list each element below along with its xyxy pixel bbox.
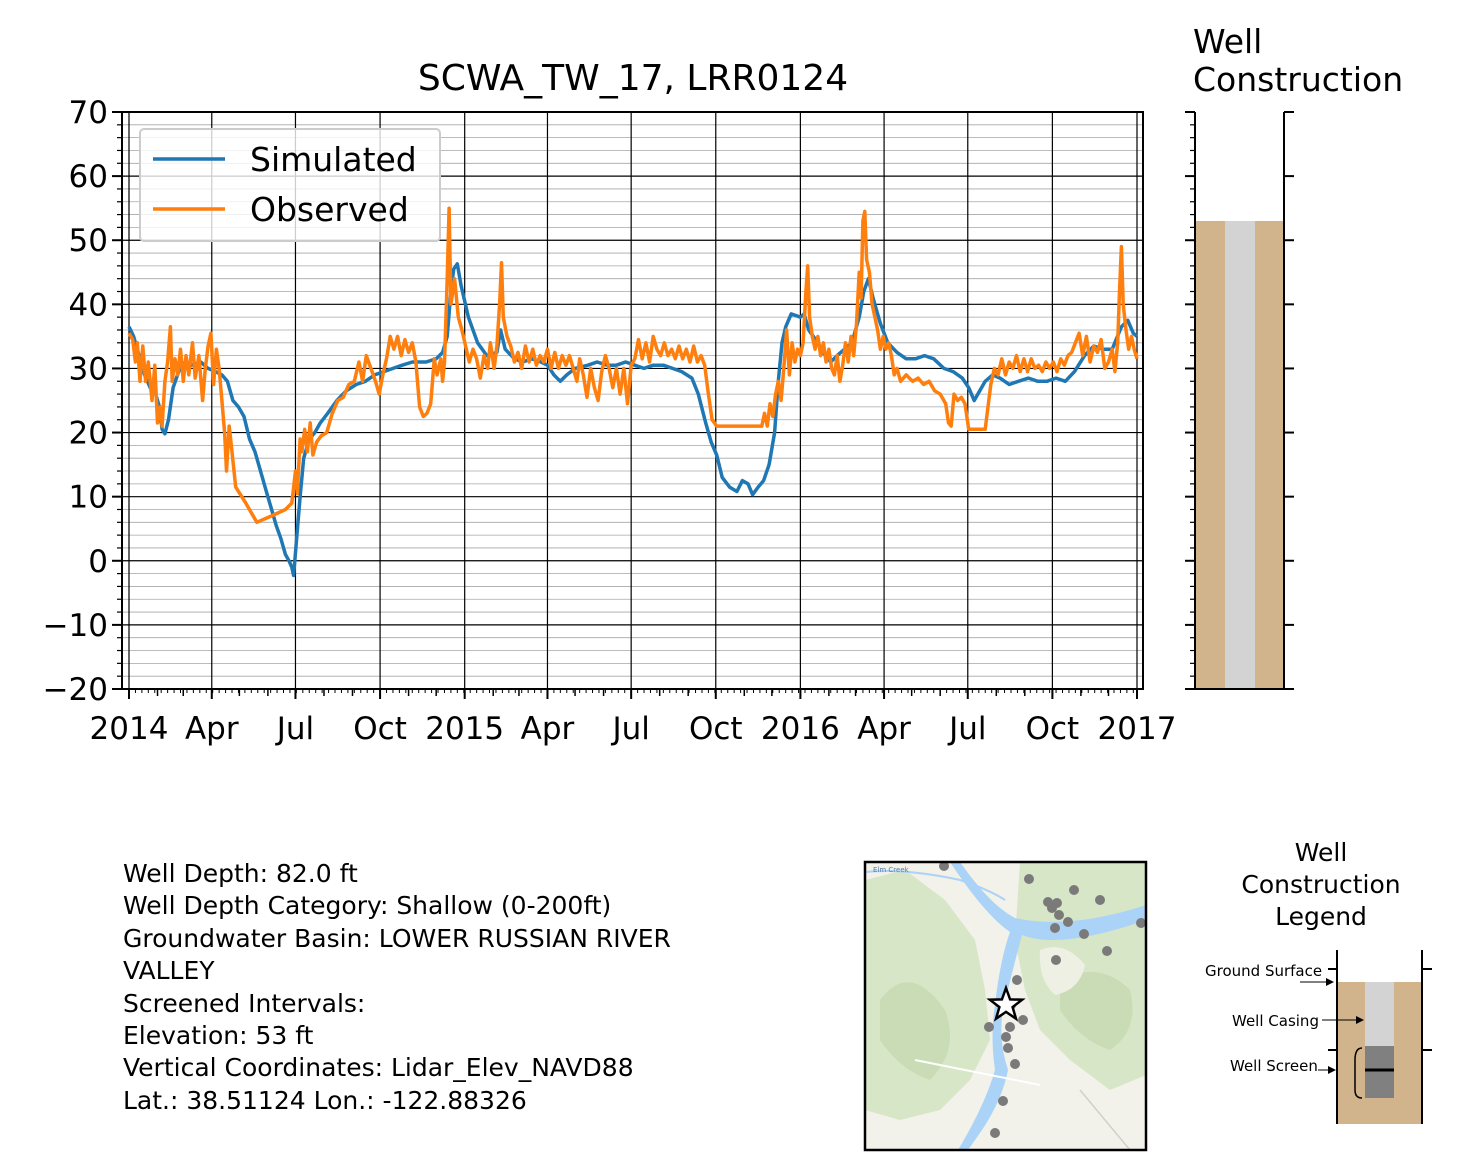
map-site-dot: [1024, 874, 1034, 884]
map-site-dot: [1079, 929, 1089, 939]
map-river: [950, 862, 1146, 1150]
legend-panel-title-line2: Construction: [1241, 870, 1400, 899]
x-tick-label: 2016: [761, 711, 840, 747]
x-tick-label: 2015: [425, 711, 504, 747]
y-tick-label: 40: [69, 287, 108, 323]
info-well-depth: Well Depth: 82.0 ft: [123, 859, 358, 888]
legend-arrowhead: [1326, 978, 1334, 986]
legend-arrowhead: [1328, 1066, 1336, 1074]
info-basin: Groundwater Basin: LOWER RUSSIAN RIVER: [123, 923, 671, 953]
info-basin-continued: VALLEY: [123, 956, 215, 986]
map-site-dot: [1012, 975, 1022, 985]
legend-screen: [1365, 1046, 1394, 1098]
map-site-dot: [1069, 885, 1079, 895]
map-road: [1079, 1089, 1131, 1150]
well-construction-legend: Well Construction Legend Ground Surface …: [1205, 838, 1432, 1124]
x-tick-label: 2017: [1098, 711, 1177, 747]
map-site-dot: [1102, 946, 1112, 956]
x-tick-label: Oct: [689, 711, 743, 747]
legend-label-ground-surface: Ground Surface: [1205, 962, 1322, 980]
x-tick-label: Jul: [947, 711, 986, 747]
x-tick-label: Apr: [521, 711, 575, 747]
map-site-dot: [1003, 1043, 1013, 1053]
well-location-star: [986, 984, 1026, 1022]
y-tick-label: 0: [88, 544, 108, 580]
y-tick-label: 50: [69, 223, 108, 259]
map-creek-label: Elm Creek: [873, 866, 910, 874]
map-site-dot: [984, 1022, 994, 1032]
legend-panel-title-line1: Well: [1295, 838, 1348, 867]
map-site-dot: [1095, 895, 1105, 905]
y-tick-label: −10: [43, 608, 108, 644]
info-latlon: Lat.: 38.51124 Lon.: -122.88326: [123, 1085, 527, 1115]
well-panel-title-line2: Construction: [1193, 60, 1403, 99]
y-tick-label: 60: [69, 159, 108, 195]
chart-axes: −20 −10 0 10 20 30 40 50 60 70 2014 Apr Jul Oct 2015 Ap…: [43, 95, 1177, 747]
well-casing-column: [1225, 220, 1255, 689]
well-panel-axes: [1185, 111, 1294, 690]
legend-label-well-screen: Well Screen: [1230, 1057, 1318, 1075]
series-layer: [127, 206, 1139, 578]
info-depth-category: Well Depth Category: Shallow (0-200ft): [123, 891, 612, 921]
plot-frame: [121, 111, 1144, 690]
chart-legend: Simulated Observed: [139, 128, 441, 242]
legend-label-simulated: Simulated: [250, 140, 417, 179]
location-map: Elm Creek: [863, 860, 1148, 1152]
well-construction-panel: Well Construction: [1185, 22, 1403, 690]
map-site-dot: [1005, 1022, 1015, 1032]
map-site-dot: [939, 862, 949, 871]
map-forest-west-ridge: [880, 982, 950, 1080]
legend-label-well-casing: Well Casing: [1232, 1012, 1319, 1030]
legend-panel-title-line3: Legend: [1275, 902, 1367, 931]
y-tick-label: −20: [43, 672, 108, 708]
legend-label-observed: Observed: [250, 190, 409, 229]
map-site-dot: [1051, 955, 1061, 965]
x-tick-label: Oct: [1026, 711, 1080, 747]
x-tick-label: Apr: [185, 711, 239, 747]
well-panel-title-line1: Well: [1193, 22, 1262, 61]
legend-box: [139, 128, 441, 242]
map-frame: [863, 860, 1148, 1152]
chart-title: SCWA_TW_17, LRR0124: [418, 58, 848, 99]
x-tick-label: Apr: [857, 711, 911, 747]
map-road: [914, 1059, 1041, 1086]
x-tick-label: Jul: [275, 711, 314, 747]
y-tick-label: 30: [69, 351, 108, 387]
map-site-dot: [1063, 917, 1073, 927]
map-site-dot: [1050, 923, 1060, 933]
map-site-dot: [1047, 903, 1057, 913]
legend-screen-bracket: [1354, 1047, 1363, 1099]
info-elevation: Elevation: 53 ft: [123, 1021, 314, 1051]
map-site-dot: [1010, 1059, 1020, 1069]
map-site-dot: [1136, 918, 1146, 928]
map-forest-east-ridge: [1060, 972, 1133, 1050]
map-site-dot: [1001, 1032, 1011, 1042]
series-line-observed: [127, 206, 1139, 525]
well-info: Well Depth: 82.0 ft Well Depth Category:…: [123, 858, 783, 1117]
map-site-dot: [998, 1096, 1008, 1106]
info-screened-intervals: Screened Intervals:: [123, 988, 366, 1018]
map-site-dot: [1054, 910, 1064, 920]
y-tick-label: 70: [69, 95, 108, 131]
info-vertical-coords: Vertical Coordinates: Lidar_Elev_NAVD88: [123, 1053, 634, 1083]
y-tick-label: 20: [69, 416, 108, 452]
y-tick-label: 10: [69, 480, 108, 516]
map-site-dot: [1018, 1015, 1028, 1025]
map-sites: [939, 862, 1146, 1138]
series-line-simulated: [127, 262, 1139, 578]
x-tick-label: Jul: [610, 711, 649, 747]
map-site-dot: [990, 1128, 1000, 1138]
map-creek: [865, 870, 1006, 901]
x-tick-label: Oct: [353, 711, 407, 747]
x-tick-label: 2014: [90, 711, 169, 747]
legend-arrowhead: [1356, 1016, 1364, 1024]
